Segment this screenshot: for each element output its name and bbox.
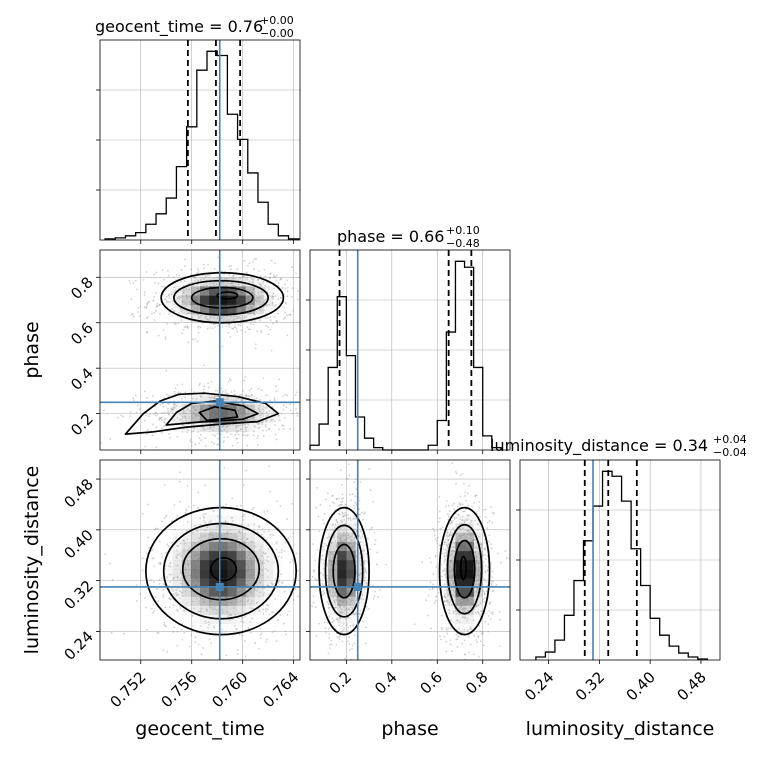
phase-vs-geocent-contour-3 [216,291,239,300]
title-luminosity-distance-plus: +0.04 [713,433,747,446]
ld-vs-phase-contour-6 [459,555,467,581]
ld-vs-phase-contour-0 [318,506,370,636]
ld-vs-geocent-contour-2 [181,537,261,601]
panel-luminosity-distance-vs-geocent-time: 0.752 0.756 0.760 0.764 0.24 0.32 0.40 0.48 [60,459,302,711]
ld-vs-phase-density-shading [319,514,493,634]
hist-luminosity-distance-xtick-label-0: 0.24 [521,668,557,704]
title-geocent-time: geocent_time = 0.76 [95,17,263,37]
ld-vs-phase-contour-2 [332,543,356,599]
ld-vs-geocent-ytick-label-1: 0.32 [60,577,96,613]
ld-vs-geocent-ytick-label-2: 0.40 [60,526,96,562]
ld-vs-geocent-truth-marker [215,582,224,591]
xlabel-luminosity-distance: luminosity_distance [526,718,715,740]
title-phase-plus: +0.10 [446,224,480,237]
panel-hist-geocent-time [96,39,301,244]
ylabel-phase: phase [21,321,43,378]
phase-vs-geocent-ytick-label-1: 0.4 [67,364,97,394]
phase-vs-geocent-truth-marker [215,398,224,407]
phase-vs-geocent-contour-4 [124,392,280,435]
panel-luminosity-distance-vs-phase: 0.2 0.4 0.6 0.8 [306,459,511,698]
hist-luminosity-distance-frame [519,459,721,661]
ld-vs-phase-contour-4 [446,523,483,615]
phase-vs-geocent-ytick-label-0: 0.2 [67,410,97,440]
ylabel-luminosity-distance: luminosity_distance [21,466,43,655]
ld-vs-geocent-xtick-label-0: 0.752 [106,668,149,711]
xlabel-geocent-time: geocent_time [135,718,264,740]
hist-luminosity-distance-histogram [535,470,708,660]
ld-vs-geocent-xtick-label-3: 0.764 [259,668,302,711]
title-phase-minus: −0.48 [446,237,480,250]
hist-geocent-time-histogram [104,50,300,240]
phase-vs-geocent-frame [99,249,301,451]
ld-vs-geocent-ytick-label-3: 0.48 [60,475,96,511]
panel-hist-luminosity-distance: 0.24 0.32 0.40 0.48 [516,459,721,704]
title-phase: phase = 0.66 [337,227,444,246]
ld-vs-phase-xtick-label-0: 0.2 [326,668,356,698]
ld-vs-phase-xtick-label-1: 0.4 [371,668,401,698]
ld-vs-phase-contour-1 [324,524,364,618]
ld-vs-geocent-xtick-label-2: 0.760 [208,668,251,711]
ld-vs-geocent-ytick-label-0: 0.24 [60,628,96,664]
phase-vs-geocent-contour-2 [190,286,254,309]
phase-vs-geocent-contour-5 [165,400,259,426]
ld-vs-phase-xtick-label-2: 0.6 [417,668,447,698]
hist-luminosity-distance-xtick-label-3: 0.48 [673,668,709,704]
ld-vs-geocent-contour-1 [162,522,280,620]
phase-vs-geocent-ytick-label-3: 0.8 [67,273,97,303]
ld-vs-phase-contour-5 [453,539,476,599]
panel-phase-vs-geocent-time: 0.2 0.4 0.6 0.8 [67,249,301,454]
ld-vs-geocent-xtick-label-1: 0.756 [157,668,200,711]
title-geocent-time-plus: +0.00 [260,14,294,27]
title-luminosity-distance: luminosity_distance = 0.34 [490,436,708,456]
ld-vs-geocent-contour-0 [145,506,298,636]
ld-vs-phase-frame [309,459,511,661]
phase-vs-geocent-contour-0 [160,271,285,324]
ld-vs-geocent-contour-3 [209,556,238,582]
phase-vs-geocent-contour-6 [198,405,239,422]
ld-vs-phase-contour-3 [438,506,491,636]
panel-hist-phase [306,249,511,454]
xlabel-phase: phase [381,718,438,740]
phase-vs-geocent-contour-1 [173,279,270,316]
title-geocent-time-minus: −0.00 [260,27,294,40]
ld-vs-phase-truth-marker [353,582,362,591]
ld-vs-phase-xtick-label-3: 0.8 [462,668,492,698]
phase-vs-geocent-ytick-label-2: 0.6 [67,319,97,349]
hist-phase-histogram [309,260,502,451]
title-luminosity-distance-minus: −0.04 [713,446,747,459]
hist-luminosity-distance-xtick-label-1: 0.32 [572,668,608,704]
ld-vs-geocent-frame [99,459,301,661]
hist-geocent-time-frame [99,39,301,241]
hist-phase-frame [309,249,511,451]
hist-luminosity-distance-xtick-label-2: 0.40 [623,668,659,704]
